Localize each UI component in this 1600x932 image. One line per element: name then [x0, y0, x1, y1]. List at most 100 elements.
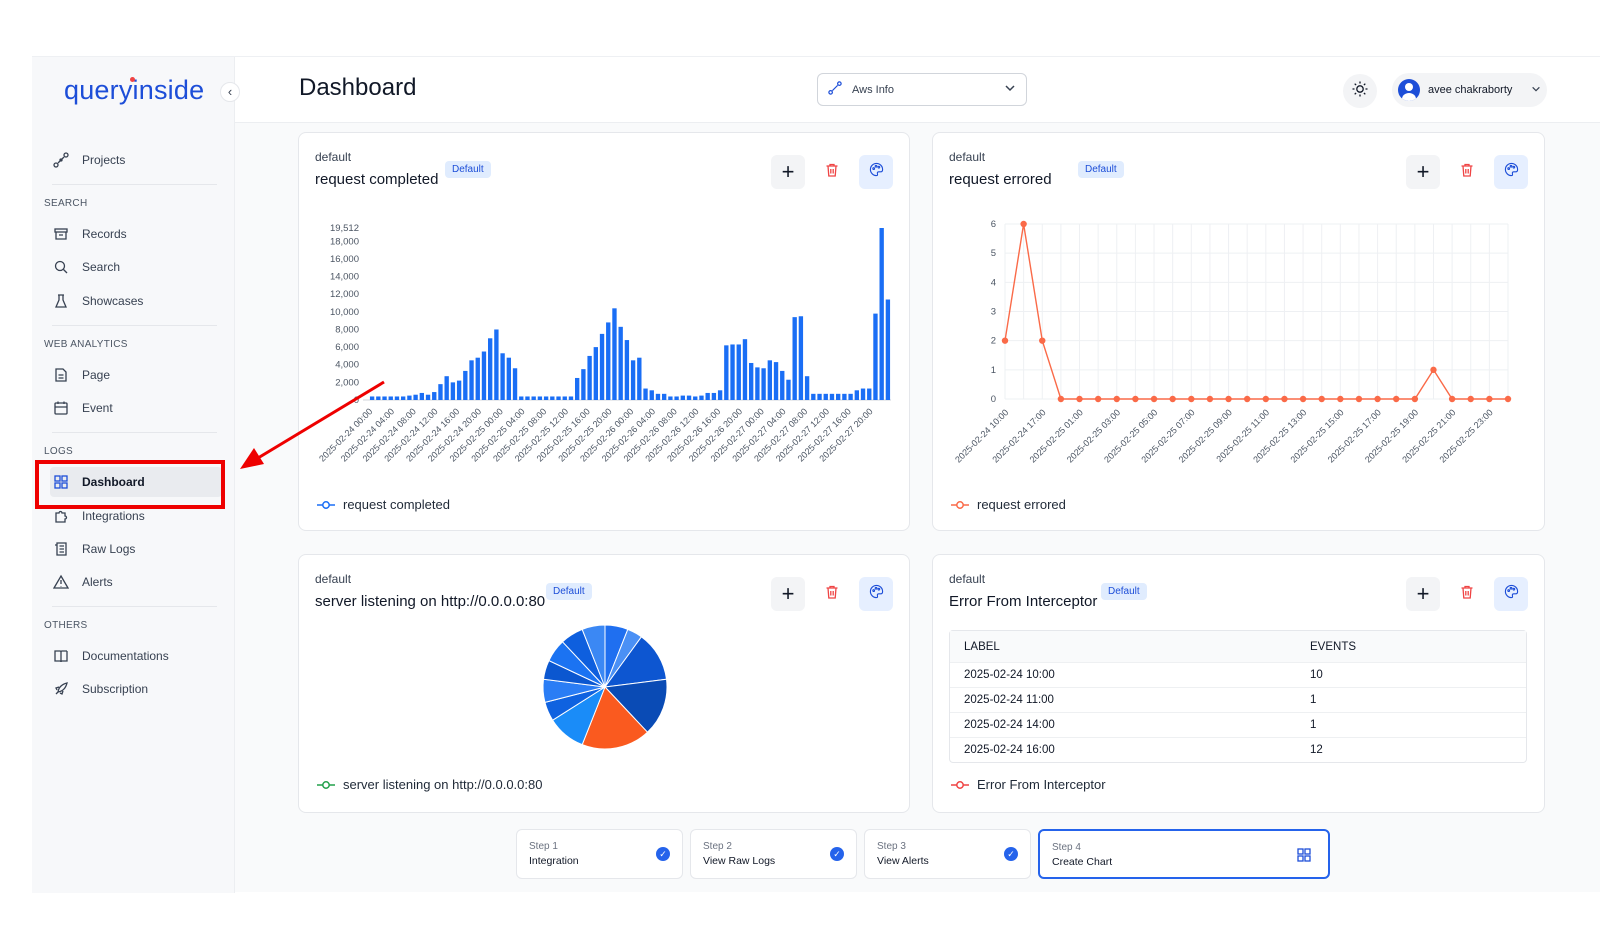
step-label: View Alerts	[877, 855, 929, 867]
legend-label: Error From Interceptor	[977, 777, 1106, 792]
bar	[804, 376, 810, 400]
sidebar-item-records[interactable]: Records	[50, 219, 222, 249]
legend[interactable]: Error From Interceptor	[951, 777, 1106, 792]
sidebar-item-label: Search	[82, 260, 121, 274]
bar	[780, 370, 785, 400]
y-tick-label: 4	[991, 277, 996, 288]
sidebar-item-subscription[interactable]: Subscription	[50, 674, 222, 704]
page-title: Dashboard	[299, 74, 417, 101]
bar	[767, 360, 772, 400]
data-point	[1188, 395, 1195, 403]
check-icon: ✓	[656, 847, 670, 861]
flask-icon	[52, 292, 70, 310]
step-create-chart[interactable]: Step 4 Create Chart	[1038, 829, 1330, 879]
bar	[742, 339, 748, 400]
delete-button[interactable]	[815, 577, 849, 611]
bar	[593, 347, 598, 400]
sidebar-item-documentations[interactable]: Documentations	[50, 641, 222, 671]
legend[interactable]: request errored	[951, 497, 1066, 512]
sidebar-item-event[interactable]: Event	[50, 393, 222, 423]
sidebar-item-showcases[interactable]: Showcases	[50, 286, 222, 316]
bar	[463, 370, 468, 400]
add-button[interactable]: +	[771, 155, 805, 189]
dashboard-highlight-box	[35, 460, 225, 509]
data-point	[1281, 395, 1288, 403]
sidebar-item-projects[interactable]: Projects	[50, 145, 222, 175]
flow-icon	[828, 81, 842, 98]
legend-marker	[951, 500, 969, 509]
collapse-sidebar-button[interactable]: ‹	[220, 82, 240, 102]
add-button[interactable]: +	[1406, 577, 1440, 611]
bar	[686, 395, 692, 400]
sidebar-item-raw-logs[interactable]: Raw Logs	[50, 534, 222, 564]
bar	[649, 390, 654, 400]
bar	[562, 396, 567, 400]
bar	[394, 396, 400, 400]
y-tick-label: 14,000	[330, 272, 359, 283]
sidebar-item-integrations[interactable]: Integrations	[50, 501, 222, 531]
step-integration[interactable]: Step 1 Integration ✓	[516, 829, 683, 879]
data-point	[1355, 395, 1363, 403]
data-point	[1150, 395, 1158, 403]
sidebar-item-page[interactable]: Page	[50, 360, 222, 390]
card-actions: +	[771, 577, 893, 611]
delete-button[interactable]	[1450, 155, 1484, 189]
check-icon: ✓	[830, 847, 844, 861]
series-line	[1004, 223, 1508, 400]
events-table: LABEL EVENTS 2025-02-24 10:00 10 2025-02…	[949, 630, 1527, 763]
customize-button[interactable]	[1494, 577, 1528, 611]
step-view-raw-logs[interactable]: Step 2 View Raw Logs ✓	[690, 829, 857, 879]
step-number: Step 4	[1052, 842, 1081, 853]
add-button[interactable]: +	[771, 577, 805, 611]
sidebar-item-search[interactable]: Search	[50, 252, 222, 282]
bar	[736, 344, 741, 400]
theme-toggle-button[interactable]	[1343, 74, 1377, 108]
table-cell: 2025-02-24 10:00	[964, 669, 1055, 681]
bar	[811, 393, 816, 400]
customize-button[interactable]	[859, 155, 893, 189]
card-actions: +	[1406, 577, 1528, 611]
bar	[755, 367, 760, 400]
sun-icon	[1351, 80, 1369, 103]
bar	[481, 351, 487, 400]
project-select[interactable]: Aws Info	[817, 73, 1027, 106]
bar	[506, 357, 511, 400]
sidebar-item-label: Integrations	[82, 509, 145, 523]
bar	[432, 392, 437, 400]
bar	[568, 396, 574, 400]
search-icon	[52, 258, 70, 276]
onboarding-steps: Step 1 Integration ✓ Step 2 View Raw Log…	[516, 829, 1330, 879]
table-cell: 2025-02-24 11:00	[964, 694, 1054, 706]
user-menu-button[interactable]: avee chakraborty	[1392, 73, 1547, 107]
trash-icon	[1459, 162, 1475, 183]
customize-button[interactable]	[859, 577, 893, 611]
delete-button[interactable]	[815, 155, 849, 189]
sidebar-item-label: Records	[82, 227, 127, 241]
legend[interactable]: request completed	[317, 497, 450, 512]
bar	[456, 380, 462, 400]
data-point	[1374, 395, 1381, 403]
bar	[655, 393, 661, 400]
bar	[873, 313, 878, 400]
legend[interactable]: server listening on http://0.0.0.0:80	[317, 777, 542, 792]
check-icon: ✓	[1004, 847, 1018, 861]
step-label: Integration	[529, 855, 579, 867]
trash-icon	[824, 162, 840, 183]
sidebar-item-dashboard[interactable]: Dashboard	[50, 467, 222, 497]
bar	[519, 396, 524, 400]
bar	[382, 396, 387, 400]
customize-button[interactable]	[1494, 155, 1528, 189]
table-row: 2025-02-24 10:00 10	[950, 662, 1526, 687]
step-view-alerts[interactable]: Step 3 View Alerts ✓	[864, 829, 1031, 879]
data-point	[1393, 395, 1400, 403]
bar	[369, 396, 375, 400]
sidebar-item-alerts[interactable]: Alerts	[50, 567, 222, 597]
section-title-web-analytics: WEB ANALYTICS	[44, 339, 128, 350]
add-button[interactable]: +	[1406, 155, 1440, 189]
y-tick-label: 12,000	[330, 289, 359, 300]
bar	[475, 357, 480, 400]
bar	[450, 382, 456, 400]
bar	[612, 308, 617, 400]
flow-icon	[52, 151, 70, 169]
delete-button[interactable]	[1450, 577, 1484, 611]
